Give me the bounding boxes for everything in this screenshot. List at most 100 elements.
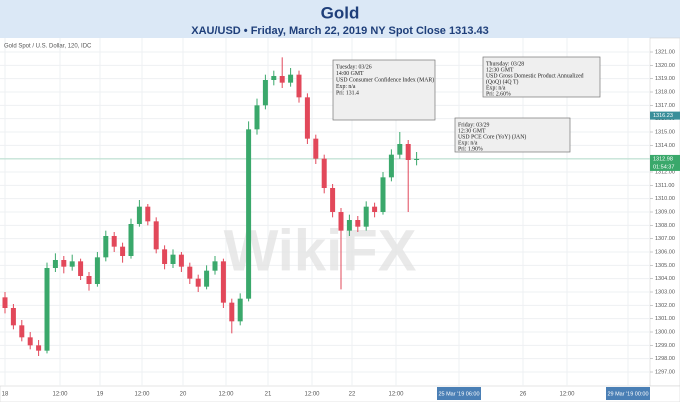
candle-body bbox=[86, 276, 92, 284]
candle-body bbox=[61, 260, 67, 267]
candle-body bbox=[128, 224, 134, 256]
event-line: Pri: 1.90% bbox=[458, 146, 483, 152]
x-tick-label: 19 bbox=[97, 392, 104, 398]
candle-body bbox=[372, 206, 378, 212]
x-tick-label: 29 Mar '19 00:00 bbox=[607, 391, 648, 397]
x-tick-label: 12:00 bbox=[52, 392, 68, 398]
y-tick-label: 1317.00 bbox=[655, 103, 675, 109]
candle-body bbox=[380, 177, 386, 212]
y-tick-label: 1320.00 bbox=[655, 63, 675, 69]
event-line: Exp: n/a bbox=[458, 140, 478, 146]
countdown-label: 01:54:37 bbox=[653, 164, 674, 170]
candle-body bbox=[254, 105, 260, 130]
candle-body bbox=[94, 257, 100, 284]
y-tick-label: 1308.00 bbox=[655, 223, 675, 229]
event-line: Exp: n/a bbox=[486, 85, 506, 91]
candle-body bbox=[36, 345, 42, 351]
candle-body bbox=[262, 80, 268, 106]
event-line: USD Consumer Confidence Index (MAR) bbox=[336, 77, 434, 84]
candle-body bbox=[271, 76, 277, 80]
y-tick-label: 1297.00 bbox=[655, 369, 675, 375]
candle-body bbox=[296, 74, 302, 98]
candle-body bbox=[288, 74, 294, 83]
y-axis-strip bbox=[649, 37, 680, 387]
candle-body bbox=[120, 246, 126, 256]
instrument-label: Gold Spot / U.S. Dollar, 120, IDC bbox=[4, 44, 92, 50]
y-tick-label: 1301.00 bbox=[655, 316, 675, 322]
candle-body bbox=[212, 261, 218, 271]
event-box bbox=[332, 59, 436, 121]
candle-body bbox=[153, 221, 159, 250]
candle-body bbox=[355, 220, 361, 227]
candle-body bbox=[136, 206, 142, 224]
candle-body bbox=[237, 298, 243, 322]
candle-body bbox=[170, 254, 176, 264]
y-tick-label: 1305.00 bbox=[655, 263, 675, 269]
y-tick-label: 1300.00 bbox=[655, 329, 675, 335]
event-line: Friday: 03/29 bbox=[458, 122, 490, 128]
y-tick-label: 1314.00 bbox=[655, 143, 675, 149]
marker-price-label: 1316.23 bbox=[653, 113, 673, 119]
y-tick-label: 1302.00 bbox=[655, 303, 675, 309]
x-tick-label: 12:00 bbox=[218, 392, 234, 398]
event-box bbox=[482, 56, 601, 98]
event-line: 12:30 GMT bbox=[486, 67, 514, 73]
candle-body bbox=[346, 220, 352, 231]
candle-body bbox=[405, 144, 411, 160]
event-line: Pri: 2.60% bbox=[486, 91, 511, 97]
event-line: Exp: n/a bbox=[336, 84, 356, 90]
candle-body bbox=[103, 236, 109, 258]
candle-body bbox=[414, 158, 420, 160]
candle-body bbox=[279, 76, 285, 83]
x-tick-label: 18 bbox=[2, 392, 9, 398]
candle-body bbox=[145, 206, 151, 222]
candle-body bbox=[2, 297, 8, 308]
candle-body bbox=[195, 278, 201, 287]
y-tick-label: 1306.00 bbox=[655, 249, 675, 255]
watermark: WikiFX bbox=[224, 218, 417, 283]
candle-body bbox=[229, 302, 235, 322]
y-tick-label: 1311.00 bbox=[655, 183, 674, 189]
candle-body bbox=[220, 261, 226, 303]
x-tick-label: 26 bbox=[520, 392, 527, 398]
y-tick-label: 1321.00 bbox=[655, 49, 675, 55]
event-line: 12:30 GMT bbox=[458, 128, 486, 134]
candle-body bbox=[44, 268, 50, 351]
candle-body bbox=[330, 188, 336, 212]
candle-body bbox=[19, 325, 25, 338]
event-line: Thursday: 03/28 bbox=[486, 61, 524, 67]
candle-body bbox=[187, 266, 193, 279]
x-tick-label: 12:00 bbox=[134, 392, 150, 398]
x-tick-label: 22 bbox=[349, 392, 356, 398]
x-tick-label: 12:00 bbox=[559, 392, 575, 398]
y-tick-label: 1318.00 bbox=[655, 89, 675, 95]
current-price-tag bbox=[650, 154, 680, 171]
y-tick-label: 1304.00 bbox=[655, 276, 675, 282]
y-tick-label: 1298.00 bbox=[655, 356, 675, 362]
candle-body bbox=[10, 308, 16, 326]
marker-price-tag bbox=[650, 111, 680, 120]
candle-body bbox=[397, 144, 403, 155]
x-tick-label: 25 Mar '19 06:00 bbox=[438, 391, 479, 397]
candle-body bbox=[338, 212, 344, 231]
candle-body bbox=[178, 254, 184, 267]
chart-title: Gold bbox=[321, 3, 360, 22]
x-label-highlight bbox=[437, 387, 481, 400]
x-tick-label: 12:00 bbox=[304, 392, 320, 398]
y-tick-label: 1310.00 bbox=[655, 196, 675, 202]
y-tick-label: 1315.00 bbox=[655, 129, 675, 135]
candle-body bbox=[78, 261, 84, 276]
candle-body bbox=[246, 129, 252, 299]
event-line: Tuesday: 03/26 bbox=[336, 65, 372, 71]
event-line: USD PCE Core (YoY) (JAN) bbox=[458, 133, 526, 140]
chart-subtitle: XAU/USD • Friday, March 22, 2019 NY Spot… bbox=[191, 25, 489, 37]
y-tick-label: 1307.00 bbox=[655, 236, 675, 242]
x-tick-label: 12:00 bbox=[388, 392, 404, 398]
x-tick-label: 21 bbox=[265, 392, 272, 398]
y-tick-label: 1312.00 bbox=[655, 169, 675, 175]
candle-body bbox=[111, 236, 117, 247]
event-line: USD Gross Domestic Product Annualized bbox=[486, 73, 584, 79]
y-tick-label: 1299.00 bbox=[655, 343, 675, 349]
candle-body bbox=[162, 249, 168, 264]
